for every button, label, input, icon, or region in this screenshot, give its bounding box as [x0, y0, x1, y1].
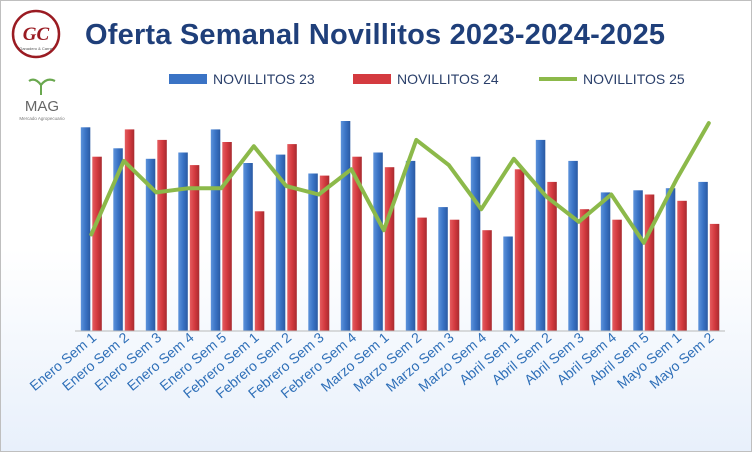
bar-novillitos-24	[319, 175, 330, 331]
bar-novillitos-24	[287, 144, 297, 331]
bar-novillitos-24	[709, 223, 720, 331]
bar-novillitos-24	[482, 230, 492, 331]
bar-novillitos-23	[145, 158, 156, 331]
bar-novillitos-24	[352, 156, 362, 331]
gc-logo: GC Ganadero & Carne	[11, 9, 61, 59]
bar-novillitos-23	[405, 160, 416, 331]
bar-novillitos-24	[124, 129, 135, 331]
bar-novillitos-24	[644, 194, 655, 331]
bar-novillitos-23	[438, 207, 448, 331]
bar-novillitos-23	[568, 160, 578, 331]
bar-novillitos-23	[340, 121, 351, 331]
bar-novillitos-24	[579, 209, 590, 331]
mag-logo-text: MAG	[25, 98, 59, 115]
bar-novillitos-24	[189, 165, 200, 331]
line-novillitos-25	[89, 121, 711, 245]
bar-novillitos-23	[373, 152, 383, 331]
legend-swatch-novillitos-24	[353, 74, 391, 84]
bar-novillitos-24	[157, 139, 167, 331]
mag-logo: MAG Mercado Agropecuario	[19, 78, 65, 121]
bar-novillitos-24	[384, 167, 395, 331]
gc-logo-caption: Ganadero & Carne	[19, 46, 53, 51]
bar-novillitos-23	[80, 127, 91, 331]
bar-novillitos-24	[449, 219, 460, 331]
bar-novillitos-24	[547, 181, 557, 331]
legend-label-novillitos-24: NOVILLITOS 24	[397, 71, 499, 87]
bar-novillitos-23	[470, 156, 481, 331]
bar-novillitos-24	[514, 169, 525, 331]
bar-novillitos-23	[178, 152, 188, 331]
legend-swatch-novillitos-23	[169, 74, 207, 84]
bar-novillitos-24	[92, 156, 102, 331]
bar-novillitos-24	[222, 142, 232, 331]
bar-novillitos-24	[254, 211, 265, 331]
legend-label-novillitos-25: NOVILLITOS 25	[583, 71, 685, 87]
bar-novillitos-23	[535, 139, 546, 331]
bar-novillitos-24	[417, 217, 427, 331]
bar-novillitos-23	[633, 190, 643, 331]
bar-novillitos-23	[210, 129, 221, 331]
bar-novillitos-23	[113, 148, 123, 331]
bar-novillitos-23	[665, 188, 676, 331]
bar-novillitos-23	[503, 236, 513, 331]
bar-novillitos-23	[243, 163, 253, 331]
bar-novillitos-23	[275, 154, 286, 331]
chart-title: Oferta Semanal Novillitos 2023-2024-2025	[85, 19, 666, 51]
bar-novillitos-24	[677, 200, 687, 331]
bar-novillitos-23	[308, 173, 318, 331]
mag-logo-caption: Mercado Agropecuario	[19, 116, 65, 121]
bar-novillitos-24	[612, 219, 622, 331]
gc-logo-text: GC	[23, 24, 50, 45]
bar-novillitos-23	[698, 181, 708, 331]
bar-novillitos-23	[600, 192, 611, 331]
legend-label-novillitos-23: NOVILLITOS 23	[213, 71, 315, 87]
